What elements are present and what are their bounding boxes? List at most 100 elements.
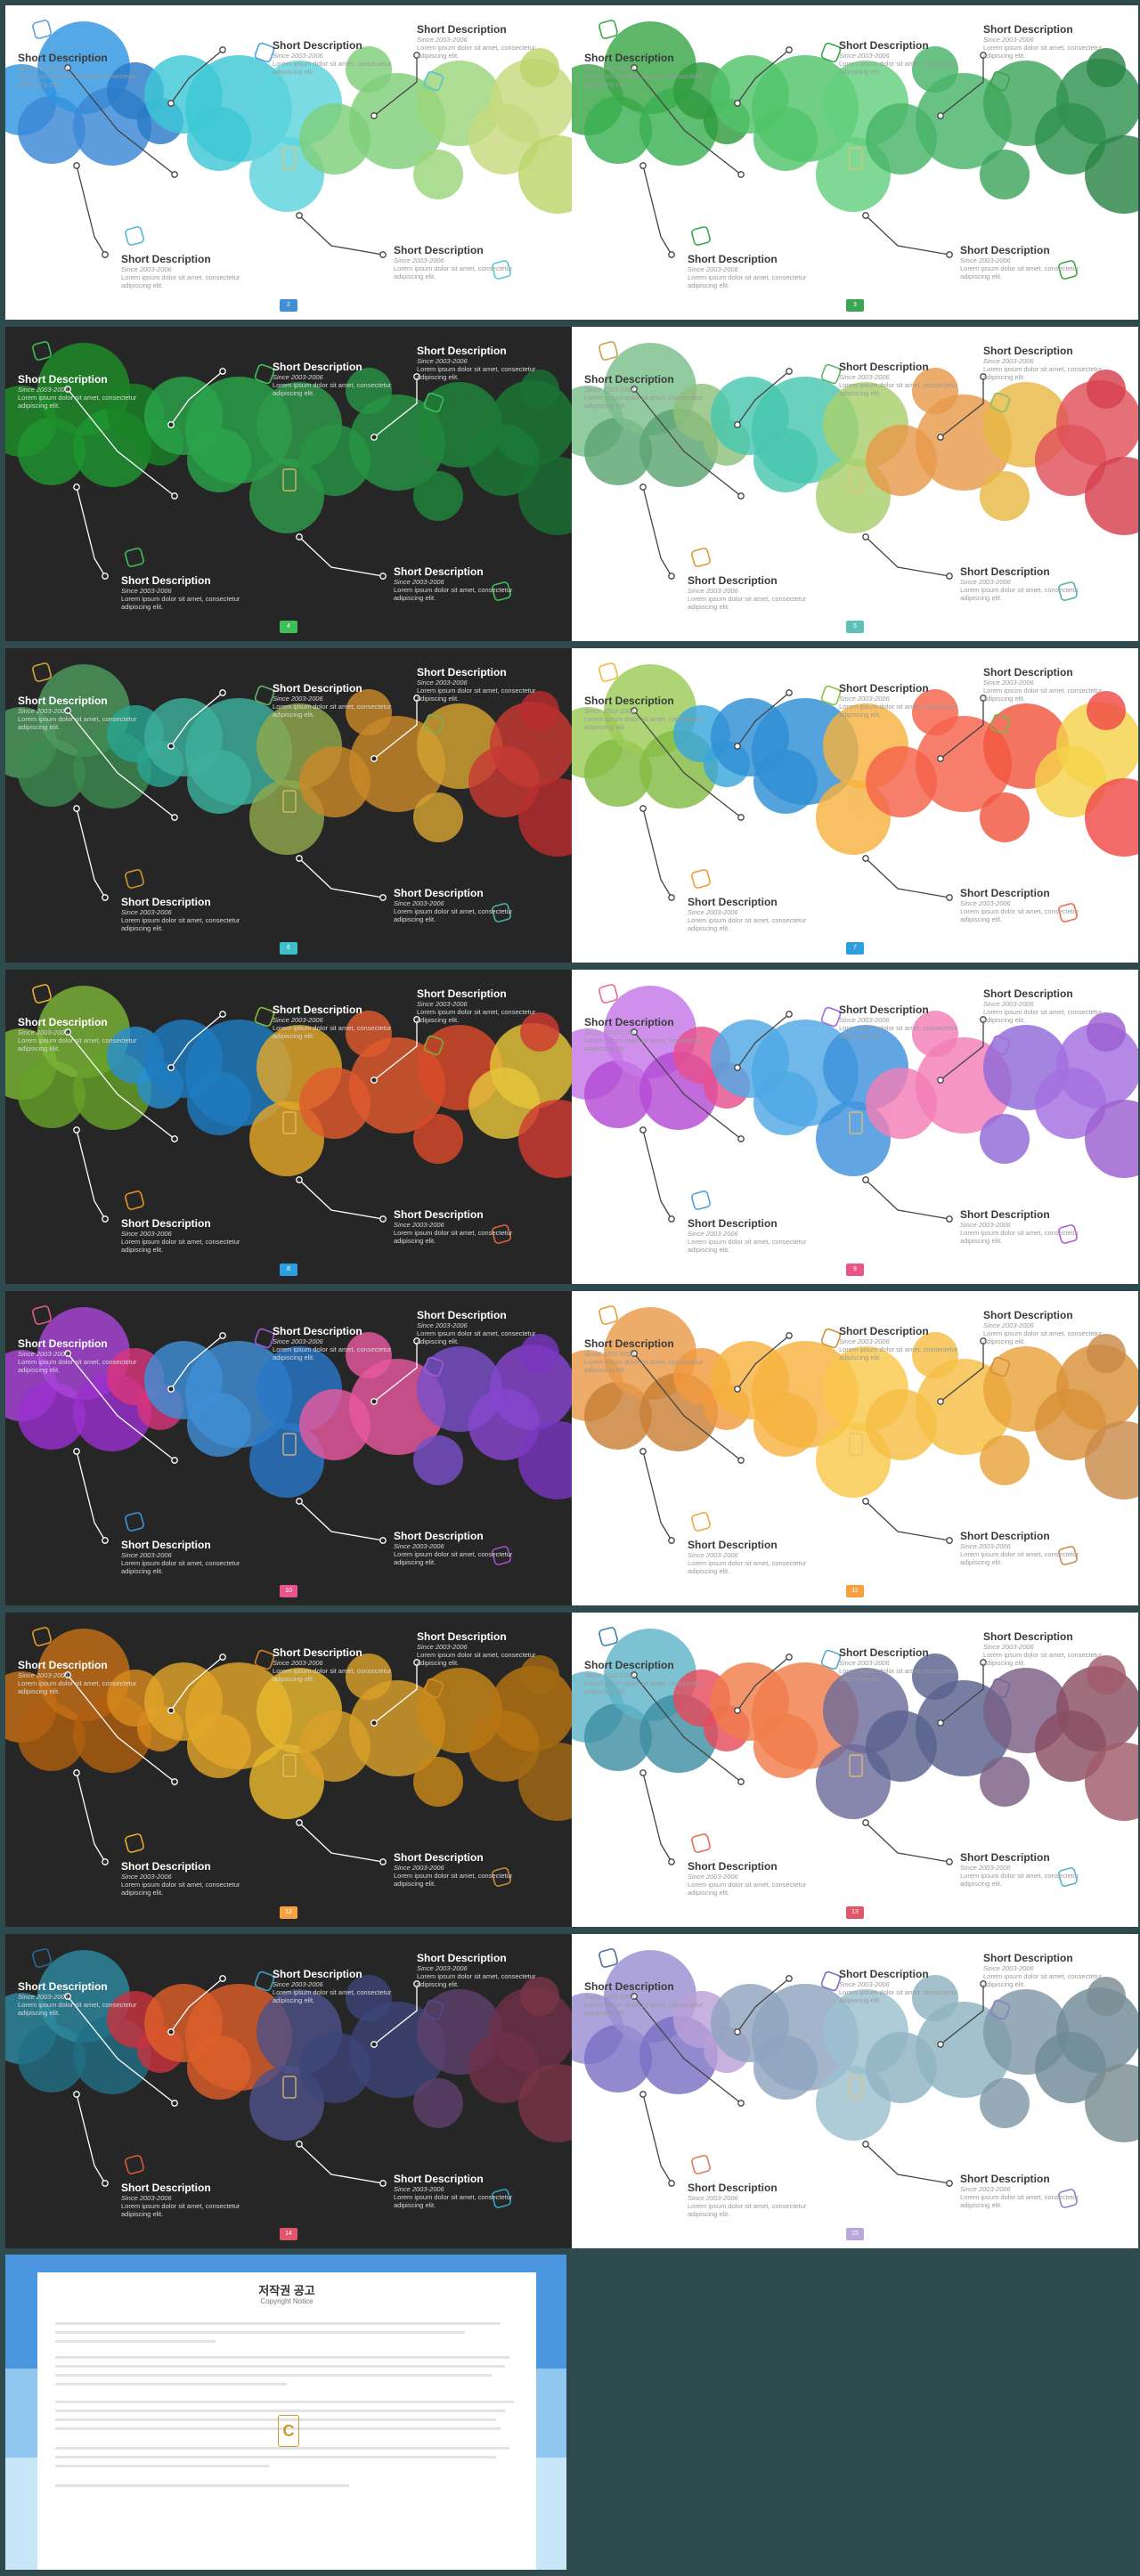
slide-thumbnail[interactable]: Short Description Since 2003-2006 Lorem ip… bbox=[5, 1934, 572, 2248]
bubble-circle bbox=[518, 778, 572, 857]
connector-dot bbox=[734, 100, 741, 107]
description-body: Lorem ipsum dolor sit amet, consectetur … bbox=[273, 1024, 392, 1040]
description-title: Short Description bbox=[839, 39, 929, 52]
slide-thumbnail[interactable]: Short Description Since 2003-2006 Lorem ip… bbox=[5, 5, 572, 320]
bubble-circle bbox=[1087, 48, 1126, 87]
connector-dot bbox=[668, 251, 675, 258]
description-body: Lorem ipsum dolor sit amet, consectetur … bbox=[839, 703, 958, 719]
connector-dot bbox=[668, 894, 675, 901]
slide-thumbnail[interactable]: Short Description Since 2003-2006 Lorem ip… bbox=[572, 1613, 1138, 1927]
connector-line bbox=[170, 692, 224, 747]
description-block: Short Description Since 2003-2006 Lorem ip… bbox=[688, 1860, 812, 1897]
feature-icon bbox=[125, 869, 144, 889]
description-body: Lorem ipsum dolor sit amet, consectetur … bbox=[688, 1881, 807, 1897]
connector-dot bbox=[102, 2180, 109, 2187]
connector-line bbox=[298, 1822, 384, 1863]
description-since: Since 2003-2006 bbox=[960, 1864, 1011, 1872]
connector-dot bbox=[737, 1457, 745, 1464]
connector-line bbox=[298, 1500, 384, 1541]
feature-icon bbox=[1058, 581, 1078, 601]
feature-icon bbox=[820, 42, 842, 63]
connector-line bbox=[940, 377, 984, 438]
description-body: Lorem ipsum dolor sit amet, consectetur … bbox=[983, 1008, 1103, 1024]
connector-line bbox=[940, 1341, 984, 1402]
feature-icon bbox=[1058, 260, 1078, 280]
connector-dot bbox=[219, 1332, 226, 1339]
feature-icon bbox=[598, 341, 618, 361]
description-body: Lorem ipsum dolor sit amet, consectetur … bbox=[688, 1559, 807, 1575]
bubble-circle bbox=[980, 792, 1030, 842]
copyright-notice-slide[interactable]: 저작권 공고 Copyright Notice C bbox=[5, 2255, 566, 2570]
description-block: Short Description Since 2003-2006 Lorem ip… bbox=[839, 1325, 964, 1361]
description-since: Since 2003-2006 bbox=[417, 357, 468, 365]
connector-line bbox=[633, 1674, 742, 1783]
connector-dot bbox=[73, 1448, 80, 1455]
description-title: Short Description bbox=[18, 1016, 108, 1028]
connector-dot bbox=[737, 171, 745, 178]
connector-dot bbox=[980, 695, 987, 702]
description-title: Short Description bbox=[584, 373, 674, 386]
description-since: Since 2003-2006 bbox=[983, 1321, 1034, 1329]
slide-thumbnail[interactable]: Short Description Since 2003-2006 Lorem ip… bbox=[5, 327, 572, 641]
page-number-badge: 6 bbox=[280, 942, 297, 955]
description-block: Short Description Since 2003-2006 Lorem ip… bbox=[688, 1217, 812, 1254]
description-block: Short Description Since 2003-2006 Lorem ip… bbox=[18, 373, 142, 410]
connector-dot bbox=[413, 1980, 420, 1987]
slide-thumbnail[interactable]: Short Description Since 2003-2006 Lorem ip… bbox=[572, 970, 1138, 1284]
bubble-graphic bbox=[5, 341, 572, 601]
slide-thumbnail[interactable]: Short Description Since 2003-2006 Lorem ip… bbox=[5, 970, 572, 1284]
connector-dot bbox=[862, 1498, 869, 1505]
slide-thumbnail[interactable]: Short Description Since 2003-2006 Lorem ip… bbox=[572, 648, 1138, 963]
bubble-graphic bbox=[572, 341, 1138, 601]
slide-thumbnail[interactable]: Short Description Since 2003-2006 Lorem ip… bbox=[572, 1291, 1138, 1605]
description-block: Short Description Since 2003-2006 Lorem ip… bbox=[839, 361, 964, 397]
connector-line bbox=[940, 1984, 984, 2045]
description-block: Short Description Since 2003-2006 Lorem ip… bbox=[839, 1968, 964, 2004]
slide-thumbnail[interactable]: Short Description Since 2003-2006 Lorem ip… bbox=[572, 1934, 1138, 2248]
connector-line bbox=[865, 2143, 950, 2184]
description-body: Lorem ipsum dolor sit amet, consectetur … bbox=[839, 60, 958, 76]
description-block: Short Description Since 2003-2006 Lorem ip… bbox=[839, 682, 964, 719]
description-body: Lorem ipsum dolor sit amet, consectetur … bbox=[584, 72, 704, 88]
connector-dot bbox=[980, 373, 987, 380]
description-title: Short Description bbox=[960, 244, 1050, 256]
connector-line bbox=[940, 698, 984, 760]
description-title: Short Description bbox=[983, 1952, 1073, 1964]
connector-dot bbox=[64, 707, 71, 714]
bubble-circle bbox=[980, 1435, 1030, 1485]
slide-thumbnail[interactable]: Short Description Since 2003-2006 Lorem ip… bbox=[5, 1291, 572, 1605]
connector-dot bbox=[734, 743, 741, 750]
connector-dot bbox=[734, 421, 741, 428]
feature-icon bbox=[492, 1224, 511, 1244]
description-block: Short Description Since 2003-2006 Lorem ip… bbox=[417, 23, 542, 60]
connector-dot bbox=[980, 52, 987, 59]
bubble-circle bbox=[1085, 1421, 1138, 1499]
notice-text-line bbox=[55, 2322, 501, 2325]
page-number-badge: 2 bbox=[280, 299, 297, 312]
logo-mark-icon bbox=[849, 147, 863, 170]
feature-icon bbox=[598, 1305, 618, 1325]
connector-line bbox=[76, 1129, 106, 1220]
feature-icon bbox=[492, 1546, 511, 1565]
slide-thumbnail[interactable]: Short Description Since 2003-2006 Lorem ip… bbox=[572, 5, 1138, 320]
connector-dot bbox=[862, 2141, 869, 2148]
description-block: Short Description Since 2003-2006 Lorem ip… bbox=[960, 1208, 1085, 1245]
description-block: Short Description Since 2003-2006 Lorem ip… bbox=[983, 1952, 1108, 1988]
slide-thumbnail[interactable]: Short Description Since 2003-2006 Lorem ip… bbox=[5, 1613, 572, 1927]
connector-line bbox=[373, 55, 418, 117]
connector-dot bbox=[737, 814, 745, 821]
description-body: Lorem ipsum dolor sit amet, consectetur … bbox=[960, 1550, 1079, 1566]
connector-dot bbox=[370, 1719, 378, 1727]
description-body: Lorem ipsum dolor sit amet, consectetur … bbox=[839, 1988, 958, 2004]
description-title: Short Description bbox=[18, 373, 108, 386]
description-since: Since 2003-2006 bbox=[273, 1659, 323, 1667]
connector-dot bbox=[102, 1215, 109, 1223]
description-title: Short Description bbox=[688, 896, 778, 908]
slide-thumbnail[interactable]: Short Description Since 2003-2006 Lorem ip… bbox=[572, 327, 1138, 641]
connector-dot bbox=[639, 1448, 647, 1455]
slide-thumbnail[interactable]: Short Description Since 2003-2006 Lorem ip… bbox=[5, 648, 572, 963]
description-body: Lorem ipsum dolor sit amet, consectetur … bbox=[18, 1358, 137, 1374]
description-block: Short Description Since 2003-2006 Lorem ip… bbox=[273, 1325, 397, 1361]
description-body: Lorem ipsum dolor sit amet, consectetur … bbox=[394, 586, 513, 602]
description-title: Short Description bbox=[839, 1325, 929, 1337]
